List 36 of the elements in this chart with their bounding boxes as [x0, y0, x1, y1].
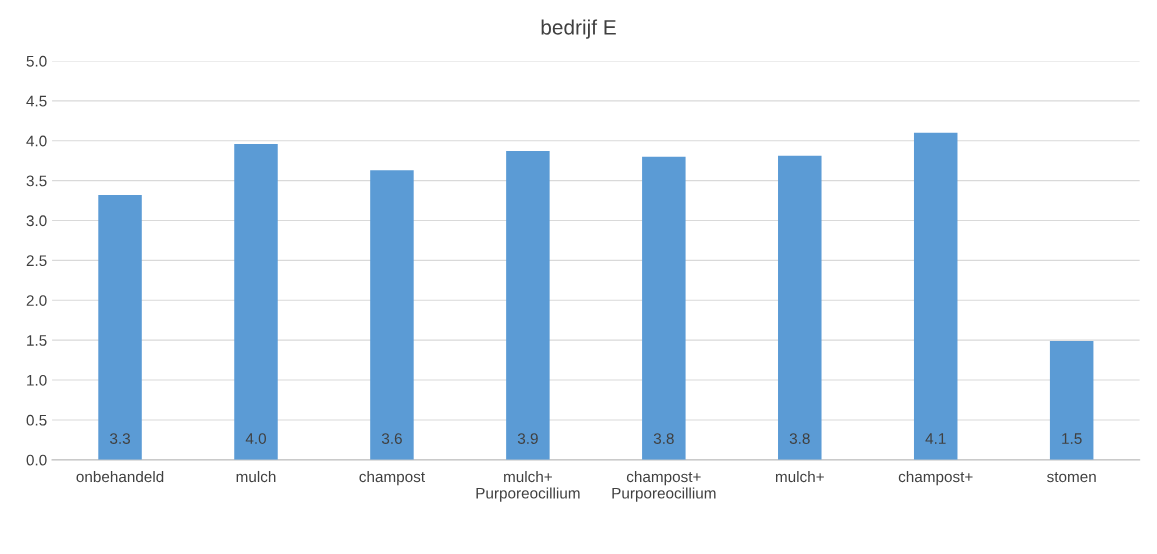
y-tick-label: 2.0 [26, 295, 47, 306]
bar [98, 194, 142, 460]
data-label: 4.0 [245, 433, 267, 444]
data-label: 3.9 [517, 433, 538, 444]
y-tick-label: 4.5 [26, 95, 47, 107]
x-tick-label: mulch+ [775, 470, 824, 483]
x-tick-label: champost [359, 470, 425, 486]
x-tick-label: champost+ Purporeocillium [612, 470, 716, 502]
y-tick-label: 4.0 [26, 135, 47, 147]
bar [370, 170, 414, 460]
x-tick-label: champost+ [898, 470, 973, 486]
data-label: 3.3 [110, 433, 130, 444]
data-label: 3.8 [789, 433, 810, 444]
data-label: 1.5 [1062, 433, 1082, 444]
y-tick-label: 1.0 [27, 374, 47, 386]
x-tick-label: onbehandeld [76, 470, 164, 483]
y-tick-label: 3.0 [26, 215, 47, 227]
x-tick-label: mulch [236, 470, 276, 483]
data-label: 3.8 [653, 433, 674, 444]
chart-title: bedrijf E [541, 19, 616, 39]
y-tick-label: 0.0 [26, 454, 47, 466]
data-label: 3.6 [381, 433, 402, 444]
y-tick-label: 1.5 [27, 335, 47, 346]
y-tick-label: 3.5 [26, 175, 47, 187]
bar [1049, 340, 1094, 460]
bar [234, 143, 278, 460]
bar [642, 156, 686, 460]
data-label: 4.1 [925, 433, 946, 444]
bar [506, 151, 550, 460]
y-tick-label: 2.5 [26, 255, 47, 267]
bar [778, 155, 822, 460]
y-tick-label: 5.0 [26, 55, 47, 67]
y-tick-label: 0.5 [26, 414, 47, 426]
bar [913, 132, 958, 460]
x-tick-label: mulch+ Purporeocillium [476, 470, 580, 502]
x-tick-label: stomen [1047, 472, 1096, 483]
